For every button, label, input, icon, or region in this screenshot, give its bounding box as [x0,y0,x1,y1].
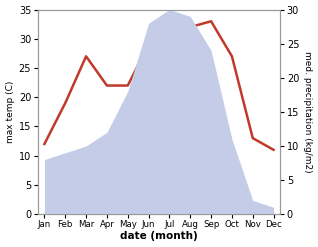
Y-axis label: max temp (C): max temp (C) [5,81,15,143]
Y-axis label: med. precipitation (kg/m2): med. precipitation (kg/m2) [303,51,313,173]
X-axis label: date (month): date (month) [120,231,198,242]
